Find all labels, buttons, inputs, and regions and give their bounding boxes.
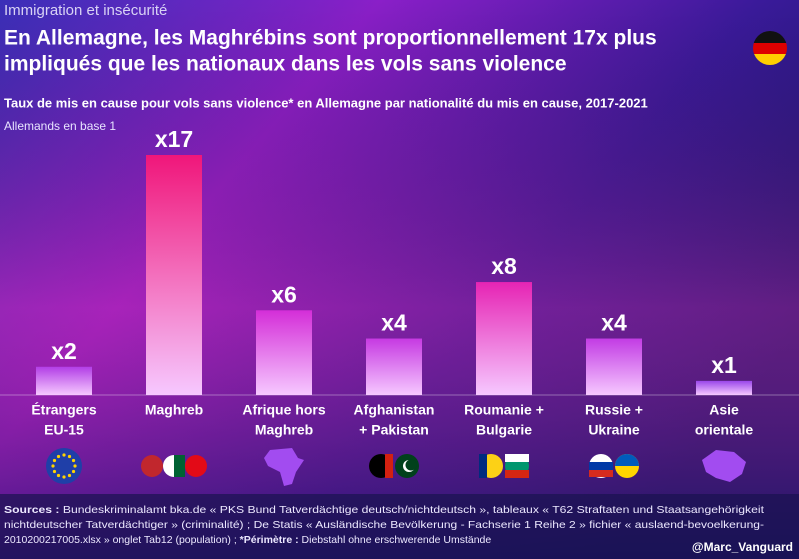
value-label: x6 [271,281,297,307]
flag-icon [589,470,613,477]
category-icon [479,454,529,478]
x-tick-label: Maghreb [255,422,313,438]
x-tick-label: Bulgarie [476,422,532,438]
value-label: x4 [601,310,627,336]
value-label: x2 [51,338,77,364]
bar [586,338,642,395]
x-tick-label: + Pakistan [359,422,429,438]
flag-star [73,464,77,468]
footer-band [0,494,799,559]
value-label: x4 [381,310,407,336]
flag-star [52,458,57,463]
x-tick-label: orientale [695,422,754,438]
x-tick-label: EU-15 [44,422,84,438]
flag-star [71,469,76,474]
sources-segment: 2010200217005.xlsx » onglet Tab12 (popul… [4,534,240,546]
bar [36,366,92,395]
sources-segment: nichtdeutscher Tatverdächtiger » (crimin… [4,519,765,531]
title-line: impliqués que les nationaux dans les vol… [4,53,567,76]
category-icon [46,448,82,484]
author-handle: @Marc_Vanguard [692,540,793,554]
bar [696,380,752,395]
sources-segment: *Périmètre : [240,534,299,546]
sources-line: Sources : Bundeskriminalamt bka.de « PKS… [4,504,764,516]
value-label: x1 [711,352,737,378]
bar [146,155,202,395]
asia-icon [702,450,746,482]
category-icon [589,454,639,478]
flag-icon [174,455,185,477]
x-tick-label: Asie [709,402,739,418]
value-label: x8 [491,253,517,279]
flag-star [56,473,61,478]
sources-segment: Sources : [4,504,59,516]
category-icon [702,450,746,482]
flag-star [71,458,76,463]
flag-icon [589,462,613,470]
sources-line: 2010200217005.xlsx » onglet Tab12 (popul… [4,534,491,546]
x-tick-label: Maghreb [145,402,203,418]
sources-segment: Bundeskriminalamt bka.de « PKS Bund Tatv… [59,504,764,516]
axis-note: Allemands en base 1 [4,119,116,133]
kicker: Immigration et insécurité [4,2,167,19]
flag-star [56,454,61,459]
germany-flag [753,31,787,65]
flag-icon [505,454,529,462]
flag-star [52,469,57,474]
bar [476,282,532,395]
flag-star [51,464,55,468]
category-icon [141,455,207,477]
category-icon [369,454,419,478]
flag-star [67,454,72,459]
x-tick-label: Étrangers [31,402,97,418]
x-tick-label: Roumanie + [464,402,544,418]
bar [256,310,312,395]
flag-icon [505,470,529,478]
x-tick-label: Afghanistan [354,402,435,418]
flag-icon [46,448,82,484]
flag-star [62,475,66,479]
value-label: x17 [155,126,193,152]
flag-icon [615,454,639,466]
x-tick-label: Russie + [585,402,643,418]
flag-icon [405,459,417,471]
africa-icon [264,448,304,486]
flag-icon [141,455,163,477]
flag-icon [385,454,393,478]
flag-star [67,473,72,478]
x-tick-label: Afrique hors [242,402,325,418]
sources-segment: Diebstahl ohne erschwerende Umstände [299,534,492,546]
subtitle: Taux de mis en cause pour vols sans viol… [4,95,648,110]
sources-line: nichtdeutscher Tatverdächtiger » (crimin… [4,519,765,531]
flag-icon [185,455,207,477]
title-line: En Allemagne, les Maghrébins sont propor… [4,27,657,50]
x-tick-label: Ukraine [588,422,640,438]
flag-star [62,453,66,457]
flag-icon [479,454,487,478]
bar [366,338,422,395]
category-icon [264,448,304,486]
